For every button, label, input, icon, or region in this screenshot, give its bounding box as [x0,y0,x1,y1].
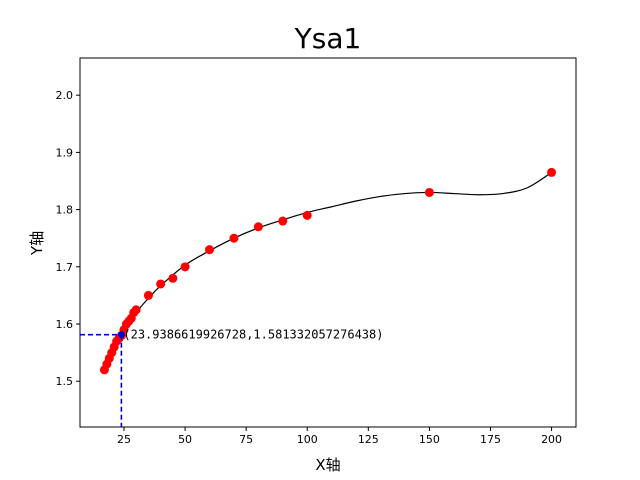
x-axis-ticks: 25 50 75 100 125 150 175 200 [117,427,562,446]
data-point [131,305,141,315]
highlight-annotation: (23.9386619926728,1.581332057276438) [123,328,383,342]
x-tick-label: 125 [358,433,379,446]
plot-area [79,57,577,428]
data-point [278,216,288,226]
data-point [302,210,312,220]
data-point [180,262,190,272]
y-tick-label: 1.8 [56,204,74,217]
data-points [99,167,557,375]
y-tick-label: 1.6 [56,318,74,331]
x-tick-label: 25 [117,433,131,446]
data-point [204,245,214,255]
y-axis-ticks: 1.5 1.6 1.7 1.8 1.9 2.0 [56,89,80,388]
data-point [143,290,153,300]
highlight-marker [80,331,125,427]
x-axis-label: X轴 [315,456,340,474]
y-tick-label: 1.9 [56,146,74,159]
chart-title: Ysa1 [294,22,362,55]
x-tick-label: 175 [480,433,501,446]
x-tick-label: 200 [541,433,562,446]
x-tick-label: 100 [297,433,318,446]
data-point [253,222,263,232]
data-point [168,273,178,283]
x-tick-label: 50 [178,433,192,446]
y-tick-label: 1.7 [56,261,74,274]
y-axis-label: Y轴 [28,231,46,256]
fit-curve-line [103,171,552,372]
y-tick-label: 1.5 [56,375,74,388]
highlight-point [117,331,125,339]
x-tick-label: 150 [419,433,440,446]
y-tick-label: 2.0 [56,89,74,102]
x-tick-label: 75 [239,433,253,446]
data-point [229,233,239,243]
data-point [156,279,166,289]
data-point [424,187,434,197]
data-point [547,167,557,177]
